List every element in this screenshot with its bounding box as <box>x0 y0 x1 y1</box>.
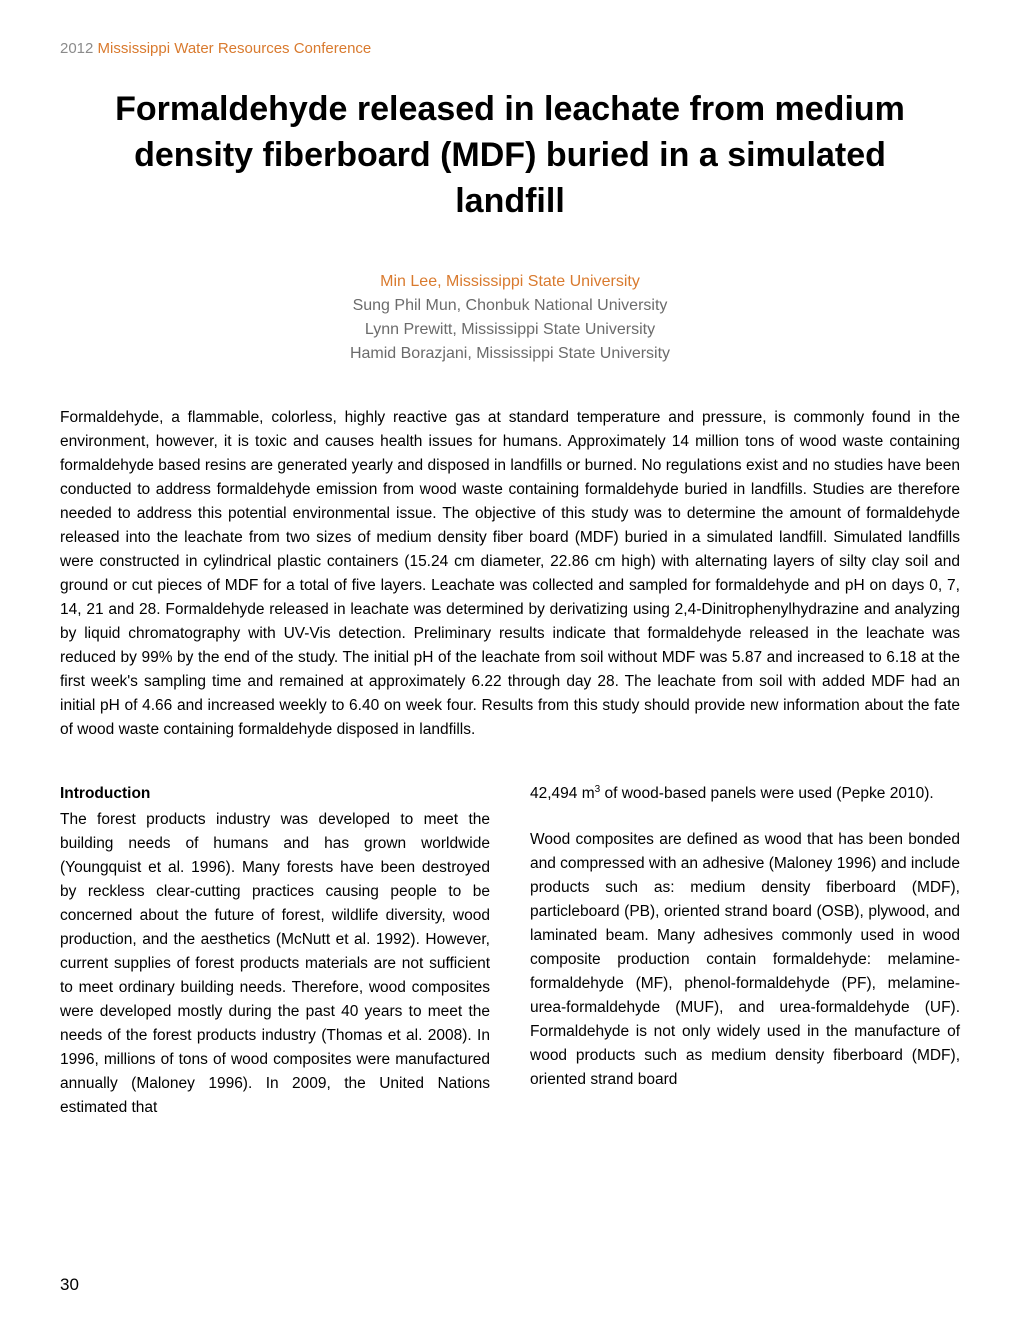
author-primary: Min Lee, Mississippi State University <box>60 270 960 294</box>
header-conference: Mississippi Water Resources Conference <box>98 40 372 57</box>
body-paragraph: 42,494 m3 of wood-based panels were used… <box>530 782 960 806</box>
text-fragment: 42,494 m <box>530 785 595 802</box>
body-paragraph: Wood composites are defined as wood that… <box>530 828 960 1092</box>
paper-title: Formaldehyde released in leachate from m… <box>60 87 960 225</box>
column-right: 42,494 m3 of wood-based panels were used… <box>530 782 960 1120</box>
abstract-text: Formaldehyde, a flammable, colorless, hi… <box>60 406 960 742</box>
text-fragment: of wood-based panels were used (Pepke 20… <box>600 785 933 802</box>
author-list: Min Lee, Mississippi State University Su… <box>60 270 960 366</box>
body-columns: Introduction The forest products industr… <box>60 782 960 1120</box>
author: Hamid Borazjani, Mississippi State Unive… <box>60 342 960 366</box>
page-number: 30 <box>60 1275 79 1295</box>
running-header: 2012 Mississippi Water Resources Confere… <box>60 40 960 57</box>
author: Lynn Prewitt, Mississippi State Universi… <box>60 318 960 342</box>
body-paragraph: The forest products industry was develop… <box>60 808 490 1120</box>
column-left: Introduction The forest products industr… <box>60 782 490 1120</box>
section-heading-introduction: Introduction <box>60 782 490 806</box>
header-year: 2012 <box>60 40 93 57</box>
author: Sung Phil Mun, Chonbuk National Universi… <box>60 294 960 318</box>
